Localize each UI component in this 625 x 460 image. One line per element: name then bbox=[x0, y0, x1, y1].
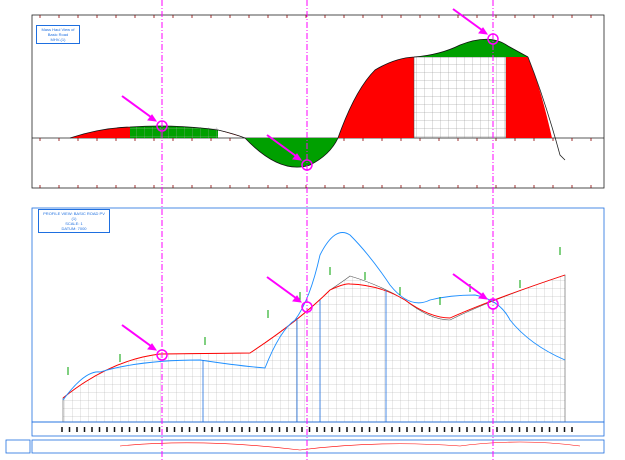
mass-haul-view-title: Mass Haul View of Basic Road MHV-(1) bbox=[36, 25, 80, 44]
mass-haul-frame bbox=[31, 14, 605, 189]
profile-label-marks bbox=[67, 247, 561, 375]
title-line: MHV-(1) bbox=[50, 37, 66, 42]
marker-circle bbox=[301, 159, 313, 171]
arrow-head-icon bbox=[147, 343, 158, 351]
marker-circle bbox=[156, 120, 168, 132]
marker-arrow bbox=[266, 276, 301, 302]
marker-arrow bbox=[452, 273, 487, 299]
arrow-head-icon bbox=[478, 292, 489, 300]
design-profile-line bbox=[62, 274, 566, 399]
arrow-head-icon bbox=[292, 295, 303, 303]
haul-grid bbox=[130, 127, 218, 138]
arrow-head-icon bbox=[478, 27, 489, 35]
marker-circle bbox=[487, 298, 499, 310]
title-line: Basic Road bbox=[47, 32, 69, 37]
band-station-labels bbox=[61, 427, 573, 432]
band-curve bbox=[119, 441, 581, 451]
haul-area bbox=[338, 57, 414, 138]
marker-circle bbox=[301, 301, 313, 313]
data-band-2 bbox=[31, 439, 605, 454]
band-title bbox=[5, 439, 31, 454]
station-markers bbox=[121, 0, 499, 460]
haul-area bbox=[506, 57, 552, 138]
title-line: DATUM: 7000 bbox=[61, 226, 87, 231]
marker-arrow bbox=[266, 134, 301, 160]
marker-circle bbox=[487, 33, 499, 45]
title-line: SCALE: 1 bbox=[65, 221, 83, 226]
profile-grid bbox=[62, 274, 566, 423]
marker-circle bbox=[156, 349, 168, 361]
arrow-head-icon bbox=[147, 114, 158, 122]
title-line: Mass Haul View of bbox=[41, 27, 75, 32]
haul-grid bbox=[413, 56, 507, 139]
haul-area bbox=[414, 39, 528, 57]
mass-haul-line bbox=[69, 38, 529, 168]
marker-arrow bbox=[452, 8, 487, 34]
structure-lines bbox=[202, 290, 387, 422]
existing-ground-line bbox=[62, 232, 566, 401]
marker-arrow bbox=[121, 324, 156, 350]
mass-haul-view bbox=[31, 14, 605, 189]
haul-area bbox=[70, 127, 130, 138]
mass-haul-line bbox=[527, 56, 566, 161]
profile-view-title: PROFILE VIEW: BASIC ROAD PV (1) SCALE: 1… bbox=[38, 209, 110, 233]
profile-view bbox=[31, 207, 605, 423]
title-line: PROFILE VIEW: BASIC ROAD PV (1) bbox=[43, 211, 105, 221]
data-band-1 bbox=[31, 421, 605, 437]
marker-arrow bbox=[121, 95, 156, 121]
arrow-head-icon bbox=[292, 153, 303, 161]
